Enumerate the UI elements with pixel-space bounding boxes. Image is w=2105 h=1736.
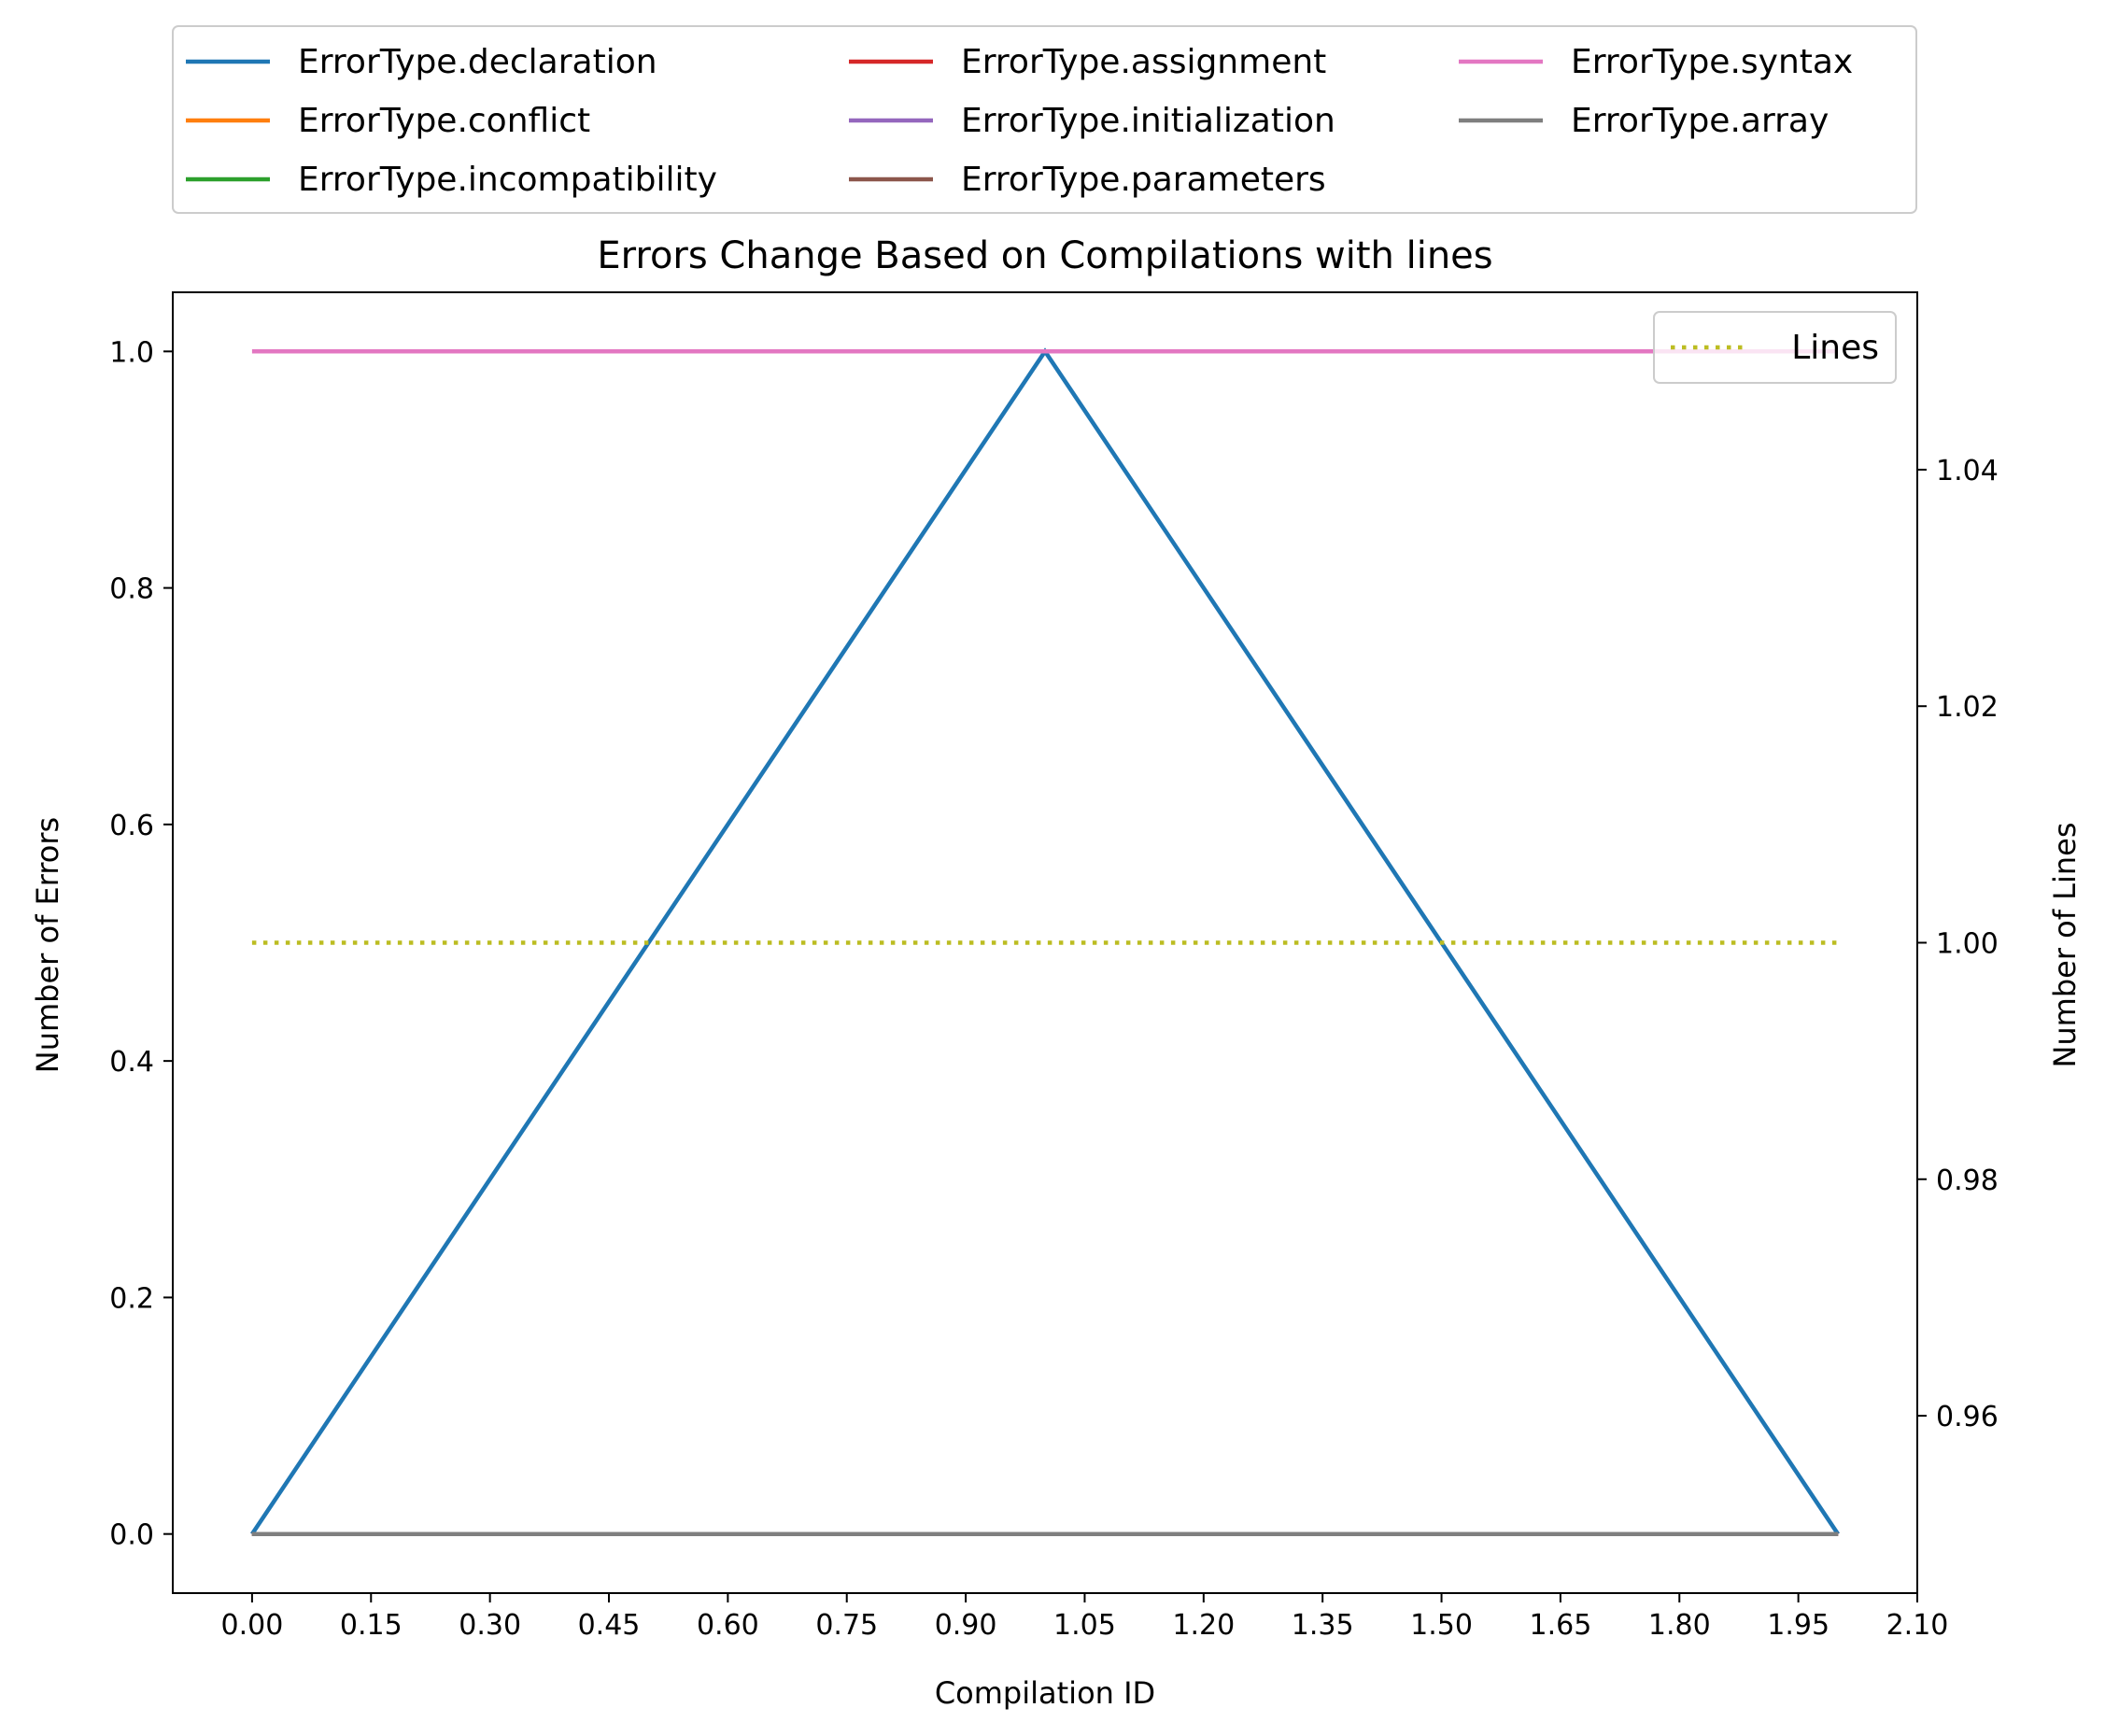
y-right-tick-label: 1.02 <box>1936 691 1999 724</box>
x-tick-label: 0.90 <box>935 1609 997 1642</box>
legend: ErrorType.declaration ErrorType.conflict E… <box>172 25 1917 214</box>
x-axis-label: Compilation ID <box>935 1675 1155 1711</box>
legend-label: ErrorType.conflict <box>298 102 590 140</box>
y-tick-label: 0.2 <box>109 1282 154 1315</box>
series-group <box>250 347 1840 1536</box>
y-right-tick-label: 0.96 <box>1936 1401 1999 1433</box>
legend-label: ErrorType.array <box>1571 102 1829 140</box>
legend-label: ErrorType.incompatibility <box>298 161 717 199</box>
x-tick-label: 0.60 <box>697 1609 759 1642</box>
y-right-tick-label: 0.98 <box>1936 1164 1999 1197</box>
legend-label: ErrorType.declaration <box>298 43 657 81</box>
x-tick-label: 2.10 <box>1886 1609 1949 1642</box>
legend-label: ErrorType.initialization <box>961 102 1335 140</box>
y-axis-right-label: Number of Lines <box>2047 822 2083 1067</box>
y-tick-label: 1.0 <box>109 336 154 369</box>
x-tick-label: 0.75 <box>815 1609 878 1642</box>
x-tick-label: 0.30 <box>459 1609 521 1642</box>
legend-label: ErrorType.assignment <box>961 43 1326 81</box>
legend-label: ErrorType.syntax <box>1571 43 1853 81</box>
x-tick-label: 1.65 <box>1530 1609 1592 1642</box>
y-tick-label: 0.8 <box>109 573 154 606</box>
lines-legend: Lines <box>1653 311 1897 384</box>
x-tick-label: 0.15 <box>340 1609 403 1642</box>
y-tick-label: 0.6 <box>109 810 154 842</box>
y-axis-label: Number of Errors <box>30 817 65 1073</box>
y-tick-label: 0.0 <box>109 1519 154 1552</box>
lines-legend-box <box>1653 311 1897 384</box>
legend-box <box>172 25 1917 214</box>
x-tick-label: 0.45 <box>578 1609 641 1642</box>
y-right-tick-label: 1.00 <box>1936 928 1999 961</box>
y-right-tick-label: 1.04 <box>1936 455 1999 487</box>
x-tick-label: 1.20 <box>1172 1609 1235 1642</box>
x-tick-label: 1.50 <box>1410 1609 1473 1642</box>
x-tick-label: 1.95 <box>1767 1609 1830 1642</box>
legend-label: ErrorType.parameters <box>961 161 1326 199</box>
ticks-group: 0.00 0.15 0.30 0.45 0.60 0.75 0.90 1.05 1.20 1.35… <box>109 336 1999 1642</box>
x-tick-label: 1.05 <box>1053 1609 1116 1642</box>
x-tick-label: 1.35 <box>1292 1609 1354 1642</box>
chart-title: Errors Change Based on Compilations with… <box>597 234 1492 277</box>
x-tick-label: 0.00 <box>221 1609 284 1642</box>
y-tick-label: 0.4 <box>109 1046 154 1079</box>
lines-legend-label: Lines <box>1791 329 1879 367</box>
x-tick-label: 1.80 <box>1648 1609 1711 1642</box>
